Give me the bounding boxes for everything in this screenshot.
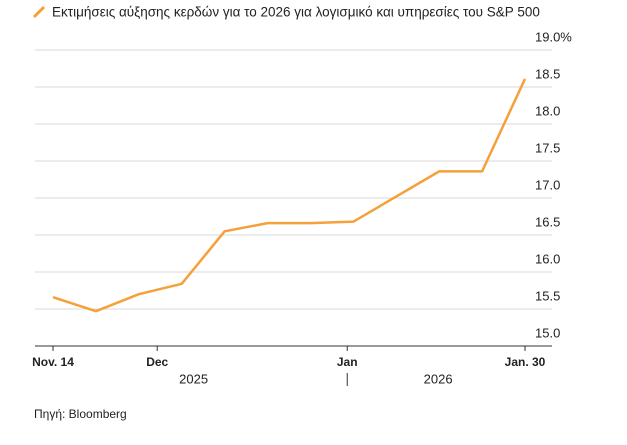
series-line: [52, 78, 527, 313]
y-tick-label: 16.0: [535, 251, 560, 266]
y-tick-label: 17.5: [535, 140, 560, 155]
x-tick-label: Nov. 14: [32, 355, 74, 369]
x-tick-label: Jan: [337, 355, 358, 369]
chart-title: Εκτιμήσεις αύξησης κερδών για το 2026 γι…: [52, 5, 540, 20]
y-tick-label: 15.5: [535, 288, 560, 303]
y-tick-label: 18.0: [535, 103, 560, 118]
year-label: 2025: [179, 371, 208, 386]
y-tick-label: 18.5: [535, 66, 560, 81]
x-tick-label: Jan. 30: [505, 355, 546, 369]
legend-marker: [32, 5, 46, 19]
y-tick-label: 16.5: [535, 214, 560, 229]
source: Πηγή: Bloomberg: [34, 407, 127, 421]
year-label: 2026: [424, 371, 453, 386]
y-tick-label: 15.0: [535, 325, 560, 340]
y-tick-label: 19.0%: [535, 29, 572, 44]
x-tick-label: Dec: [146, 355, 168, 369]
y-tick-label: 17.0: [535, 177, 560, 192]
